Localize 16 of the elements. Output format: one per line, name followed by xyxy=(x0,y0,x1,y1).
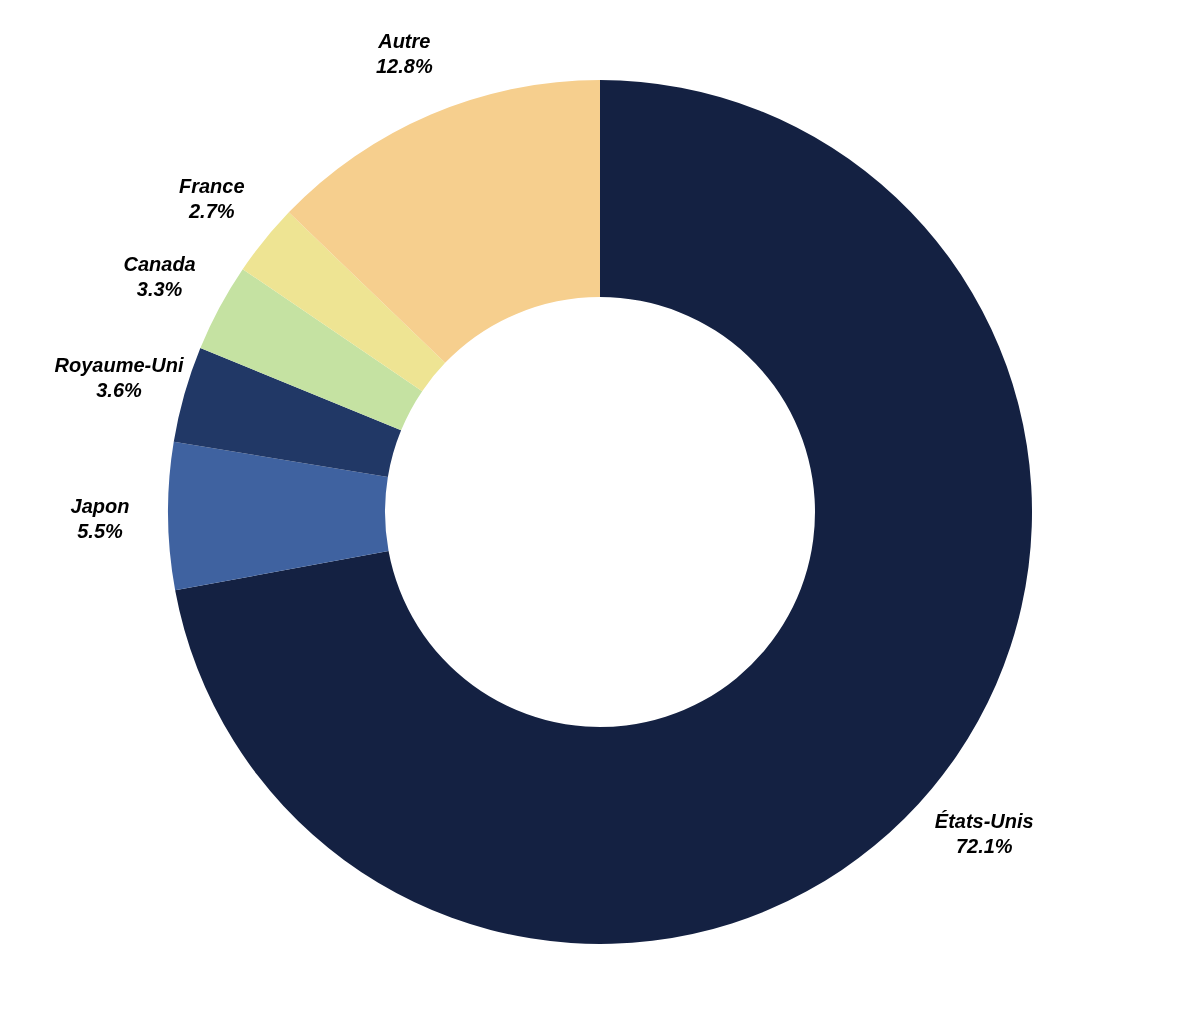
donut-slice xyxy=(200,269,423,431)
slice-label: Royaume-Uni xyxy=(54,353,184,376)
slice-label: Canada xyxy=(123,253,196,276)
slice-label: Japon xyxy=(70,494,130,517)
data-label: 2.7% xyxy=(187,199,235,222)
slice-label: États-Unis xyxy=(934,809,1034,832)
slice-label: Autre xyxy=(377,29,431,52)
data-label: 72.1% xyxy=(955,834,1013,857)
donut-slice xyxy=(168,441,389,591)
donut-slice xyxy=(288,80,600,363)
donut-slice xyxy=(242,212,446,392)
data-label: 5.5% xyxy=(77,519,124,542)
slice-label: France xyxy=(178,174,245,197)
data-label: 3.6% xyxy=(96,378,142,401)
data-label: 12.8% xyxy=(375,54,433,77)
data-label: 3.3% xyxy=(136,278,183,301)
